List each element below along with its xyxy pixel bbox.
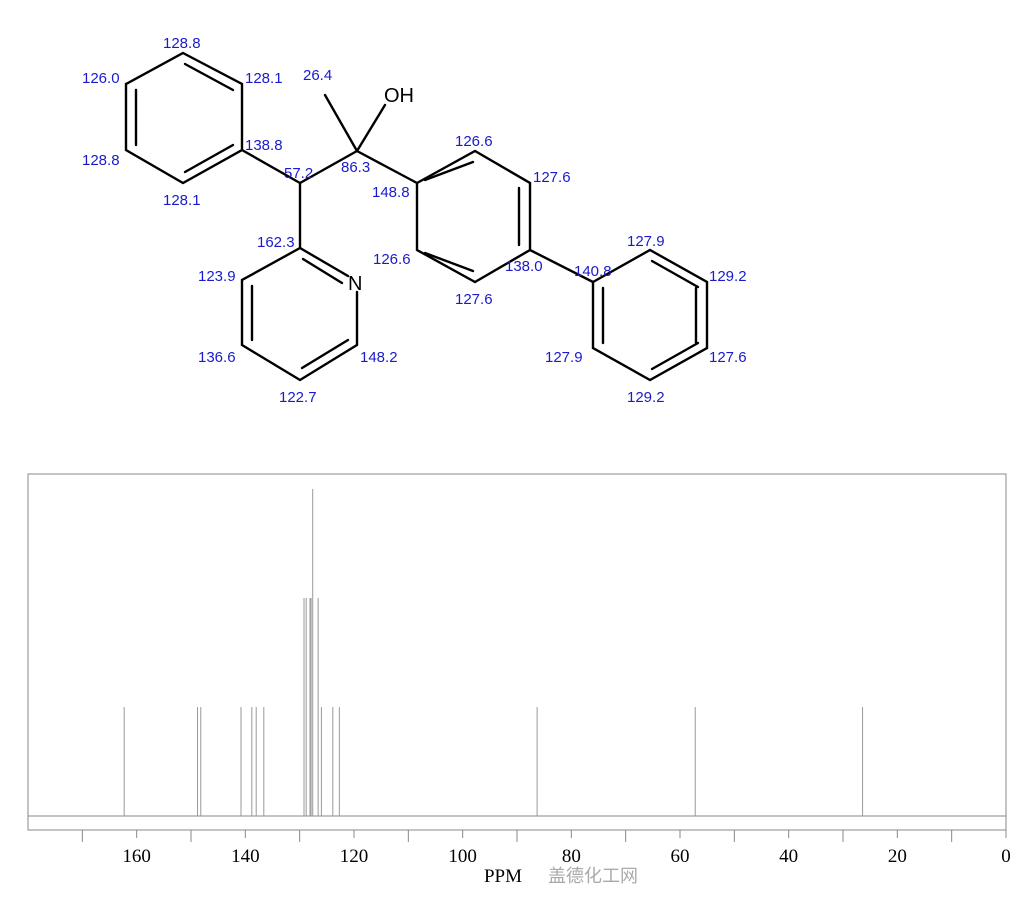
peaks [123,489,864,816]
molecule-structure: OH N 128.8 126.0 128.1 128.8 138.8 128.1… [82,35,747,406]
tick-label: 80 [562,846,581,867]
shift-label: 128.1 [245,70,283,87]
tick-label: 0 [1001,846,1011,867]
tick-label: 100 [448,846,477,867]
plot-frame [27,473,1007,831]
shift-label: 26.4 [303,67,332,84]
shift-label: 57.2 [284,165,313,182]
shift-label: 148.8 [372,184,410,201]
shift-label: 128.8 [163,35,201,52]
shift-label: 126.6 [373,251,411,268]
shift-label: 129.2 [709,268,747,285]
tick-label: 20 [888,846,907,867]
shift-label: 127.6 [533,169,571,186]
shift-label: 128.8 [82,152,120,169]
shift-labels: 128.8 126.0 128.1 128.8 138.8 128.1 26.4… [82,35,747,406]
shift-label: 127.6 [455,291,493,308]
tick-label: 160 [122,846,151,867]
shift-label: 86.3 [341,159,370,176]
phenyl-ring-3 [591,248,709,382]
tick-label: 60 [671,846,690,867]
shift-label: 127.9 [627,233,665,250]
shift-label: 126.0 [82,70,120,87]
atom-n: N [348,273,362,295]
x-axis-label: PPM [484,866,522,887]
shift-label: 148.2 [360,349,398,366]
nmr-spectrum: 160 140 120 100 80 60 40 20 0 PPM 盖德化工网 [27,473,1011,887]
shift-label: 122.7 [279,389,317,406]
shift-label: 136.6 [198,349,236,366]
shift-label: 138.0 [505,258,543,275]
shift-label: 140.8 [574,263,612,280]
tick-label: 140 [231,846,260,867]
x-axis: 160 140 120 100 80 60 40 20 0 [81,830,1011,867]
phenyl-ring-1 [124,51,244,185]
tick-label: 40 [779,846,798,867]
shift-label: 126.6 [455,133,493,150]
shift-label: 162.3 [257,234,295,251]
shift-label: 123.9 [198,268,236,285]
shift-label: 127.6 [709,349,747,366]
atom-oh: OH [384,85,414,107]
tick-label: 120 [340,846,369,867]
shift-label: 138.8 [245,137,283,154]
shift-label: 127.9 [545,349,583,366]
shift-label: 129.2 [627,389,665,406]
shift-label: 128.1 [163,192,201,209]
pyridine-ring [240,246,359,382]
watermark: 盖德化工网 [548,866,638,887]
